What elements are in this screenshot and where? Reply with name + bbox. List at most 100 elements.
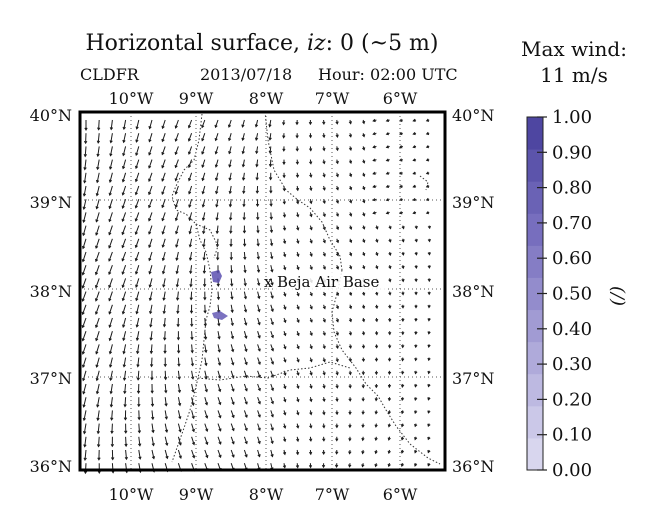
wind-arrow-head: [121, 166, 126, 170]
wind-arrow-head: [398, 131, 403, 136]
wind-arrow-head: [135, 139, 139, 143]
wind-arrow: [111, 423, 113, 434]
wind-arrow-head: [427, 225, 431, 230]
wind-arrow-head: [191, 428, 195, 433]
wind-arrow-head: [385, 171, 390, 175]
wind-arrow: [176, 291, 179, 300]
wind-arrow: [110, 383, 113, 394]
wind-arrow: [203, 265, 206, 274]
wind-arrow-head: [228, 151, 232, 155]
wind-arrow-head: [414, 318, 418, 322]
wind-arrow-head: [83, 457, 87, 461]
wind-arrow-head: [256, 216, 260, 221]
wind-arrow: [138, 436, 141, 446]
wind-arrow-head: [257, 335, 261, 339]
wind-arrow-head: [242, 243, 247, 247]
wind-arrow-head: [401, 226, 405, 230]
wind-arrow-head: [190, 336, 194, 341]
colorbar-tick-label: 0.90: [552, 142, 592, 163]
wind-arrow-head: [163, 376, 168, 381]
wind-arrow-head: [322, 319, 326, 323]
wind-arrow: [83, 199, 87, 210]
wind-arrow: [215, 172, 219, 181]
wind-arrow: [229, 172, 232, 181]
wind-arrow-head: [309, 425, 313, 429]
wind-arrow-head: [175, 244, 179, 248]
wind-arrow: [151, 410, 154, 420]
wind-arrow: [191, 357, 194, 366]
wind-arrow-head: [244, 348, 248, 353]
wind-arrow-head: [108, 179, 113, 183]
wind-arrow: [124, 397, 127, 407]
wind-arrow-head: [425, 131, 430, 136]
wind-arrow: [136, 317, 140, 327]
wind-arrow-head: [178, 429, 182, 433]
wind-arrow: [243, 397, 248, 405]
wind-arrow-head: [401, 265, 405, 270]
wind-vectors: [81, 118, 431, 475]
wind-arrow-head: [372, 158, 376, 162]
wind-arrow-head: [322, 332, 326, 336]
wind-arrow-head: [175, 270, 179, 275]
wind-arrow-head: [427, 423, 431, 427]
wind-arrow-head: [375, 318, 379, 323]
wind-arrow: [270, 238, 273, 246]
wind-arrow-head: [191, 389, 195, 393]
wind-arrow-head: [372, 198, 376, 202]
wind-arrow: [242, 146, 245, 154]
wind-arrow: [204, 423, 208, 432]
wind-arrow-head: [322, 425, 326, 429]
wind-arrow-head: [244, 335, 248, 340]
wind-arrow-head: [414, 344, 418, 349]
wind-arrow: [204, 331, 207, 340]
wind-arrow-head: [187, 138, 192, 142]
wind-arrow: [136, 119, 140, 129]
wind-arrow-head: [188, 244, 192, 248]
wind-arrow-head: [135, 337, 140, 342]
wind-arrow-head: [83, 470, 88, 475]
wind-arrow-head: [309, 213, 313, 218]
wind-arrow-head: [335, 425, 339, 429]
wind-arrow-head: [296, 385, 300, 390]
wind-arrow-head: [178, 442, 182, 446]
wind-arrow: [189, 212, 193, 221]
wind-arrow: [82, 251, 87, 262]
wind-arrow: [189, 251, 193, 261]
wind-arrow-head: [244, 322, 248, 326]
wind-arrow: [121, 225, 127, 235]
wind-arrow-head: [190, 363, 195, 367]
wind-arrow-head: [388, 318, 392, 323]
wind-arrow-head: [241, 177, 246, 181]
wind-arrow: [162, 278, 166, 287]
wind-arrow-head: [205, 441, 209, 446]
colorbar-segment: [527, 149, 543, 182]
wind-arrow: [230, 278, 233, 286]
wind-arrow-head: [230, 296, 234, 300]
wind-arrow-head: [242, 190, 246, 195]
wind-arrow: [148, 146, 153, 155]
wind-arrow: [175, 199, 179, 208]
wind-arrow: [150, 331, 153, 340]
wind-arrow: [270, 383, 274, 391]
wind-arrow-head: [216, 257, 220, 261]
wind-arrow-head: [134, 231, 138, 235]
wind-arrow: [257, 251, 260, 259]
wind-arrow-head: [425, 158, 430, 162]
wind-arrow-head: [400, 397, 405, 402]
wind-arrow: [175, 146, 179, 155]
wind-arrow: [96, 199, 100, 209]
wind-arrow-head: [216, 283, 220, 287]
wind-arrow-head: [231, 349, 235, 353]
wind-arrow: [96, 397, 100, 407]
wind-arrow-head: [335, 438, 339, 442]
wind-arrow: [204, 357, 207, 366]
wind-arrow: [191, 397, 194, 406]
wind-arrow-head: [108, 205, 112, 210]
wind-arrow: [108, 304, 113, 314]
wind-arrow-head: [412, 184, 416, 188]
wind-arrow: [123, 370, 127, 381]
wind-arrow-head: [374, 437, 378, 442]
wind-arrow-head: [190, 350, 194, 354]
wind-arrow: [243, 265, 246, 273]
wind-arrow: [243, 304, 247, 312]
